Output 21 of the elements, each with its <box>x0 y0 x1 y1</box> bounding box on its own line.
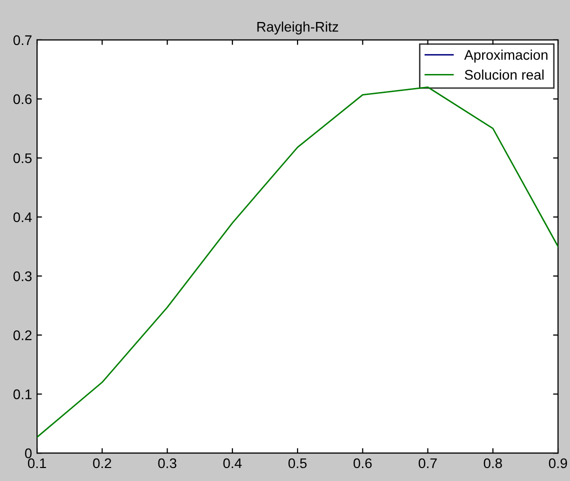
legend-label: Aproximacion <box>464 50 548 63</box>
x-tick-label: 0.8 <box>484 458 502 468</box>
legend-label: Solucion real <box>464 70 544 80</box>
y-tick-label: 0.4 <box>13 212 32 222</box>
y-tick-label: 0.1 <box>13 389 32 400</box>
y-tick-label: 0.2 <box>13 330 32 340</box>
y-tick-label: 0.7 <box>13 35 32 46</box>
x-tick-label: 0.1 <box>28 458 46 468</box>
x-tick-label: 0.2 <box>93 458 112 468</box>
y-tick-label: 0.6 <box>13 94 32 104</box>
y-tick-label: 0 <box>25 448 32 458</box>
x-tick-label: 0.7 <box>418 458 437 468</box>
x-tick-label: 0.3 <box>158 458 176 468</box>
line-series <box>37 86 558 438</box>
x-tick-label: 0.4 <box>223 458 242 468</box>
x-tick-label: 0.5 <box>288 458 307 468</box>
chart-title: Rayleigh-Ritz <box>257 22 338 34</box>
x-tick-label: 0.6 <box>354 458 372 468</box>
y-tick-label: 0.5 <box>13 153 32 164</box>
y-tick-label: 0.3 <box>13 271 32 282</box>
x-tick-label: 0.9 <box>548 458 568 468</box>
